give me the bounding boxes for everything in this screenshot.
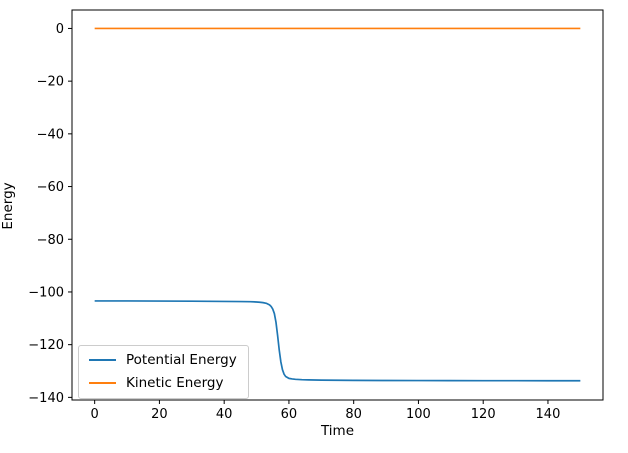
legend: Potential Energy Kinetic Energy	[78, 345, 249, 400]
y-axis-label: Energy	[0, 182, 16, 230]
legend-line-swatch-kinetic	[89, 382, 116, 385]
legend-label-potential: Potential Energy	[126, 352, 237, 368]
y-axis-ticks: 0 −20 −40 −60 −80 −100 −120 −140	[28, 22, 72, 406]
y-tick-label: −80	[37, 233, 64, 248]
y-tick-label: −20	[37, 75, 64, 90]
y-tick-label: −60	[37, 180, 64, 195]
y-tick-label: 0	[56, 22, 64, 37]
x-tick-label: 0	[91, 407, 99, 422]
legend-entry-potential-energy: Potential Energy	[89, 352, 237, 368]
x-tick-label: 80	[345, 407, 362, 422]
y-tick-label: −40	[37, 127, 64, 142]
x-tick-label: 140	[536, 407, 561, 422]
series-line-potential-energy	[94, 300, 581, 382]
legend-label-kinetic: Kinetic Energy	[126, 375, 224, 392]
legend-line-swatch-potential	[89, 359, 116, 362]
x-axis-ticks: 0 20 40 60 80 100 120 140	[91, 400, 561, 422]
y-tick-label: −120	[28, 338, 64, 353]
series-lines	[94, 27, 581, 382]
x-tick-label: 40	[216, 407, 233, 422]
legend-entry-kinetic-energy: Kinetic Energy	[89, 375, 237, 391]
x-tick-label: 120	[471, 407, 496, 422]
x-tick-label: 60	[281, 407, 298, 422]
y-tick-label: −140	[28, 391, 64, 406]
plot-spines	[71, 9, 604, 401]
x-tick-label: 20	[151, 407, 168, 422]
y-tick-label: −100	[28, 285, 64, 300]
x-tick-label: 100	[406, 407, 431, 422]
x-axis-label: Time	[320, 423, 355, 439]
plot-area	[71, 9, 604, 401]
